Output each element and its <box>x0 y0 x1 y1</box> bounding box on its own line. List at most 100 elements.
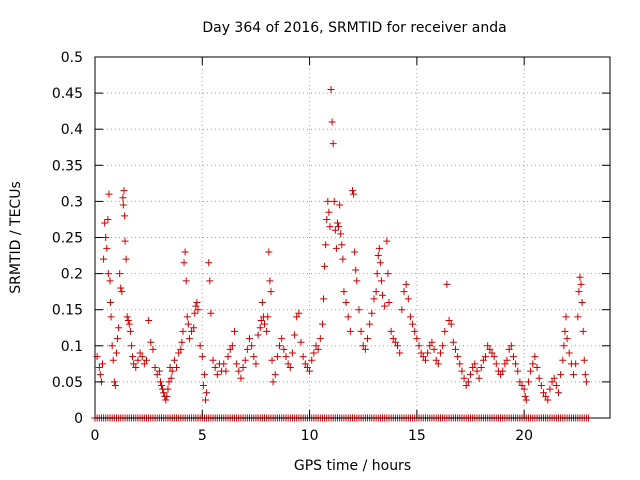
data-point <box>413 335 421 343</box>
data-point <box>192 302 200 310</box>
data-point <box>134 356 142 364</box>
data-point <box>194 306 202 314</box>
data-point <box>351 248 359 256</box>
data-point <box>404 295 412 303</box>
data-point <box>332 244 340 252</box>
data-point <box>297 338 305 346</box>
data-point <box>518 382 526 390</box>
data-point <box>503 356 511 364</box>
data-point <box>125 320 133 328</box>
data-point <box>353 277 361 285</box>
data-point <box>563 335 571 343</box>
data-point <box>349 187 356 195</box>
data-point <box>167 374 175 382</box>
data-point <box>385 298 393 306</box>
data-point <box>336 201 344 209</box>
data-point <box>337 230 345 238</box>
data-point <box>452 345 459 353</box>
data-point <box>342 298 350 306</box>
data-point <box>387 327 395 335</box>
data-point <box>211 363 219 371</box>
data-point <box>306 367 314 375</box>
data-point <box>529 360 537 368</box>
data-point <box>484 342 492 350</box>
data-point <box>359 342 367 350</box>
data-point <box>140 360 148 368</box>
data-point <box>428 338 436 346</box>
data-point <box>130 360 138 368</box>
data-point <box>417 349 425 357</box>
data-point <box>522 396 530 404</box>
data-point <box>158 382 166 390</box>
data-point <box>119 201 127 209</box>
data-point <box>436 349 444 357</box>
data-point <box>124 317 132 325</box>
data-point <box>447 320 455 328</box>
data-point <box>462 382 470 390</box>
data-point <box>246 335 253 343</box>
data-point <box>339 255 347 263</box>
data-point <box>222 367 230 375</box>
data-point <box>411 327 419 335</box>
data-point <box>173 363 181 371</box>
data-point <box>539 389 547 397</box>
data-point <box>544 396 552 404</box>
data-point <box>266 277 274 285</box>
data-point <box>147 338 155 346</box>
data-point <box>295 309 303 317</box>
data-point <box>314 345 322 353</box>
data-point <box>579 327 587 335</box>
data-point <box>151 363 159 371</box>
data-point <box>467 371 475 379</box>
data-point <box>396 349 404 357</box>
x-tick-label: 5 <box>198 428 207 444</box>
data-point <box>123 313 131 321</box>
data-point <box>488 349 496 357</box>
data-point <box>206 277 214 285</box>
data-point <box>263 327 271 335</box>
data-point <box>254 331 262 339</box>
data-point <box>99 360 107 368</box>
data-point <box>104 215 112 223</box>
data-point <box>366 320 374 328</box>
data-point <box>250 353 258 361</box>
data-point <box>328 118 336 126</box>
y-tick-label: 0.2 <box>61 267 83 283</box>
data-point <box>237 374 245 382</box>
data-point <box>110 378 118 386</box>
data-point <box>288 349 296 357</box>
y-tick-label: 0.4 <box>61 122 83 138</box>
data-point <box>291 331 299 339</box>
data-point <box>456 360 464 368</box>
data-point <box>581 371 589 379</box>
data-point <box>550 374 558 382</box>
data-point <box>267 288 275 296</box>
data-point <box>228 342 236 350</box>
data-point <box>220 360 228 368</box>
data-point <box>580 356 588 364</box>
data-point <box>497 371 505 379</box>
data-point <box>185 335 193 343</box>
data-point <box>333 219 341 227</box>
x-tick-label: 20 <box>515 428 533 444</box>
data-point <box>257 317 265 325</box>
data-point <box>516 378 524 386</box>
data-point <box>202 396 210 404</box>
x-tick-label: 15 <box>408 428 426 444</box>
data-point <box>193 298 201 306</box>
data-point <box>96 371 104 379</box>
data-point <box>335 223 343 231</box>
data-point <box>103 244 111 252</box>
data-point <box>501 360 509 368</box>
data-point <box>449 338 457 346</box>
data-point <box>375 244 383 252</box>
data-point <box>559 356 567 364</box>
data-point <box>119 194 127 202</box>
data-point <box>162 396 170 404</box>
data-point <box>329 140 337 148</box>
data-point <box>321 262 329 270</box>
data-point <box>406 313 414 321</box>
data-point <box>271 371 279 379</box>
data-point <box>114 335 122 343</box>
data-point <box>542 392 550 400</box>
